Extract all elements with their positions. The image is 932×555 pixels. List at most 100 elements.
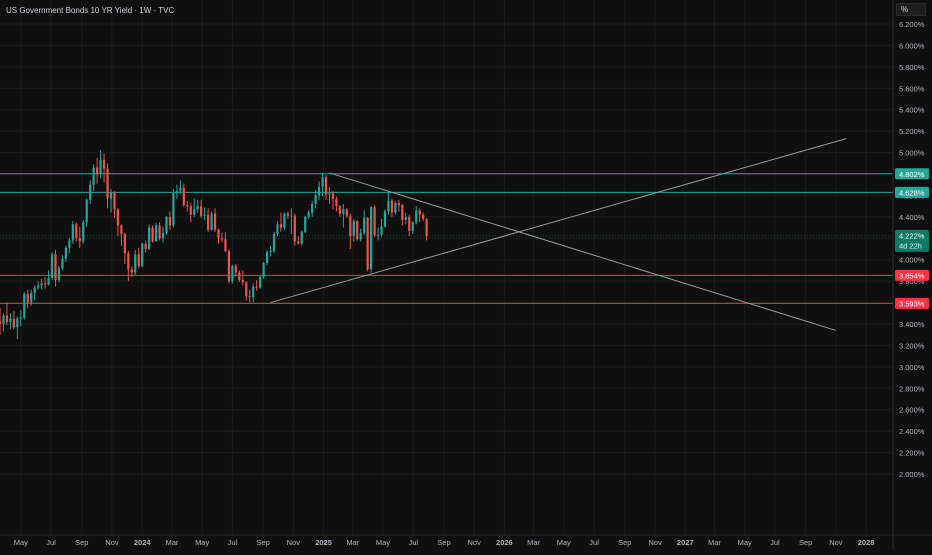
candle-body (338, 206, 342, 214)
candle (89, 180, 92, 204)
candle-body (241, 280, 244, 283)
candle (68, 238, 71, 254)
candle (200, 199, 203, 218)
candle (311, 200, 314, 217)
candle (317, 181, 321, 200)
x-tick-label: Jul (46, 538, 56, 547)
candle-body (279, 224, 283, 228)
candle (376, 227, 380, 241)
candle (182, 183, 185, 208)
x-tick-label: Jul (589, 538, 599, 547)
candle-body (0, 320, 2, 324)
candle-body (127, 253, 130, 270)
x-tick-label: Jul (228, 538, 238, 547)
candle-body (342, 209, 345, 214)
y-tick-label: 3.800% (899, 277, 925, 286)
candle (5, 302, 9, 326)
candle (161, 226, 165, 243)
candle (331, 191, 335, 210)
y-tick-label: 2.000% (899, 470, 925, 479)
candle-body (40, 283, 43, 286)
candle (286, 211, 289, 219)
candle (196, 199, 199, 213)
candle-body (425, 219, 428, 237)
candle-body (37, 285, 40, 288)
candle (380, 219, 383, 238)
candle-body (376, 235, 380, 236)
candle-body (200, 206, 203, 216)
candle-body (300, 231, 303, 244)
candle-body (64, 247, 67, 259)
candle (207, 208, 210, 232)
trendlines[interactable] (270, 138, 847, 331)
horizontal-levels[interactable] (0, 173, 893, 304)
candle (175, 184, 178, 199)
candle (304, 215, 307, 233)
candle (397, 199, 400, 212)
candle (2, 313, 5, 332)
candle-body (158, 225, 161, 239)
candles (0, 150, 428, 339)
candle (213, 208, 217, 232)
y-tick-label: 5.600% (899, 84, 925, 93)
candle (422, 212, 425, 222)
x-tick-label: Mar (346, 538, 359, 547)
candle (338, 205, 342, 217)
candle-body (245, 282, 248, 297)
candle-body (47, 277, 50, 285)
candle-body (290, 215, 293, 217)
candle (415, 206, 418, 225)
candle-body (134, 254, 137, 273)
candle-body (387, 200, 390, 212)
candle (123, 232, 126, 264)
candle-body (314, 195, 317, 204)
candle-body (373, 207, 376, 236)
grid-lines (0, 0, 893, 535)
axis-unit-button[interactable]: % (896, 3, 926, 16)
candle (363, 210, 366, 236)
candle-body (2, 315, 5, 324)
candle (252, 283, 255, 303)
price-badges: 4.802% 4.628% 3.854% 3.593% 4.222%4d 22h (895, 168, 929, 309)
candle (61, 255, 64, 271)
candle (82, 220, 85, 244)
candle (40, 279, 43, 290)
candle-body (33, 287, 36, 293)
candle-body (154, 225, 158, 242)
candle (411, 221, 414, 234)
candle-body (220, 238, 224, 240)
candle (26, 289, 29, 308)
last-price-badge (895, 229, 929, 252)
candle-body (196, 206, 199, 210)
x-tick-label: Sep (618, 538, 631, 547)
candle-body (352, 221, 355, 237)
candle-body (85, 199, 88, 223)
candle-body (148, 227, 151, 249)
candle-body (186, 205, 189, 207)
candle (390, 198, 394, 217)
candle (324, 175, 328, 200)
time-axis[interactable]: May Jul Sep Nov 2024 Mar May Jul Sep Nov 2025 Mar Ma… (0, 534, 932, 547)
candle (356, 220, 359, 241)
candle-body (231, 266, 234, 282)
candle (394, 200, 397, 215)
candle (127, 251, 130, 282)
level-badge-label: 4.802% (899, 170, 925, 179)
candle (12, 311, 15, 330)
candle (193, 198, 196, 217)
candle (50, 252, 54, 281)
candle-body (324, 177, 328, 195)
candle (179, 180, 182, 195)
candle-body (262, 262, 265, 277)
x-tick-label: Mar (708, 538, 721, 547)
trendline[interactable] (270, 138, 847, 304)
candle-body (57, 268, 61, 281)
trendline[interactable] (329, 172, 837, 331)
candle-body (217, 229, 220, 239)
candle-body (227, 251, 231, 282)
level-badge-label: 4.628% (899, 188, 925, 197)
candle (383, 209, 387, 228)
x-tick-label: 2024 (134, 538, 152, 547)
